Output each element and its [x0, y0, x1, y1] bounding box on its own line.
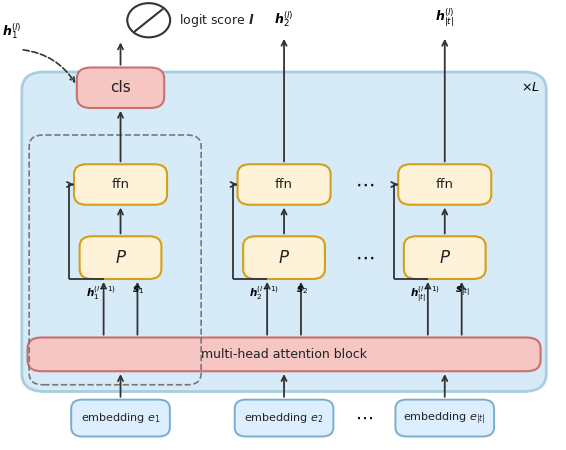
FancyBboxPatch shape	[404, 236, 486, 279]
Text: $\times L$: $\times L$	[521, 81, 539, 94]
FancyBboxPatch shape	[80, 236, 161, 279]
Text: $\boldsymbol{h}_2^{(l-1)}$: $\boldsymbol{h}_2^{(l-1)}$	[249, 284, 280, 302]
Text: $\cdots$: $\cdots$	[355, 175, 374, 194]
Text: ffn: ffn	[436, 178, 454, 191]
Text: $\boldsymbol{s}_1$: $\boldsymbol{s}_1$	[132, 284, 145, 296]
Text: embedding $e_2$: embedding $e_2$	[245, 411, 324, 425]
Text: $\boldsymbol{h}_{|t|}^{(l-1)}$: $\boldsymbol{h}_{|t|}^{(l-1)}$	[410, 284, 440, 304]
Text: $P$: $P$	[278, 248, 290, 266]
Text: $\boldsymbol{h}_1^{(l-1)}$: $\boldsymbol{h}_1^{(l-1)}$	[86, 284, 116, 302]
FancyBboxPatch shape	[71, 400, 170, 436]
FancyBboxPatch shape	[77, 68, 164, 108]
Text: multi-head attention block: multi-head attention block	[201, 348, 367, 361]
FancyBboxPatch shape	[22, 72, 546, 392]
Text: $\boldsymbol{h}_2^{(l)}$: $\boldsymbol{h}_2^{(l)}$	[275, 10, 294, 29]
Text: $P$: $P$	[439, 248, 451, 266]
FancyBboxPatch shape	[396, 400, 494, 436]
FancyBboxPatch shape	[74, 164, 167, 205]
Text: embedding $e_1$: embedding $e_1$	[81, 411, 160, 425]
Text: $\cdots$: $\cdots$	[355, 409, 374, 427]
FancyBboxPatch shape	[398, 164, 491, 205]
Text: $\boldsymbol{h}_1^{(l)}$: $\boldsymbol{h}_1^{(l)}$	[2, 21, 22, 40]
FancyBboxPatch shape	[243, 236, 325, 279]
Text: $\boldsymbol{h}_{|t|}^{(l)}$: $\boldsymbol{h}_{|t|}^{(l)}$	[435, 7, 454, 29]
Text: $\boldsymbol{s}_{|t|}$: $\boldsymbol{s}_{|t|}$	[455, 284, 470, 298]
Text: logit score $\boldsymbol{l}$: logit score $\boldsymbol{l}$	[179, 12, 254, 29]
FancyBboxPatch shape	[235, 400, 333, 436]
Text: $\cdots$: $\cdots$	[355, 248, 374, 267]
Text: ffn: ffn	[275, 178, 293, 191]
Text: cls: cls	[110, 80, 131, 95]
FancyBboxPatch shape	[238, 164, 331, 205]
Text: $P$: $P$	[114, 248, 127, 266]
Text: $\boldsymbol{s}_2$: $\boldsymbol{s}_2$	[296, 284, 308, 296]
Text: ffn: ffn	[112, 178, 130, 191]
Text: embedding $e_{|t|}$: embedding $e_{|t|}$	[404, 410, 486, 426]
FancyBboxPatch shape	[28, 338, 541, 371]
